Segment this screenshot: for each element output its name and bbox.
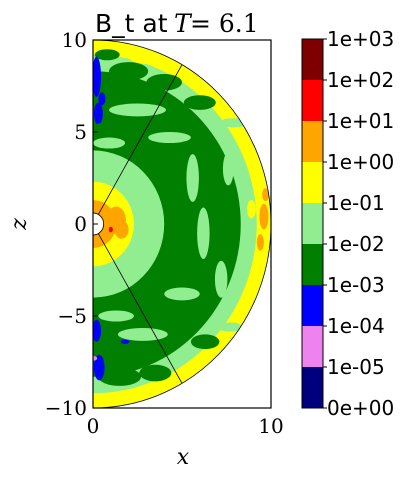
region-patch-35 <box>93 102 103 125</box>
region-patch-41 <box>93 122 115 134</box>
region-patch-39 <box>98 92 106 106</box>
region-patch-33 <box>108 226 113 233</box>
region-patch-27 <box>259 203 269 230</box>
colorbar-segment-5 <box>302 162 323 203</box>
y-tick-label-1: 5 <box>74 120 87 144</box>
region-patch-1 <box>146 74 182 91</box>
x-axis-label: x <box>177 445 190 470</box>
region-patch-18 <box>217 322 243 332</box>
y-ticks: 10 5 0 −5 −10 <box>45 28 98 420</box>
plot-area: 0 10 10 5 0 −5 −10 <box>45 28 284 438</box>
colorbar-label-9: 1e+03 <box>327 27 394 51</box>
region-patch-34 <box>93 56 102 98</box>
chart-title: B_t at T = 6.1 <box>95 9 259 38</box>
region-patch-2 <box>183 95 216 110</box>
domain-outline <box>92 39 272 409</box>
region-patch-10 <box>197 207 210 259</box>
region-patch-42 <box>96 297 118 309</box>
region-patch-19 <box>251 159 263 186</box>
region-patch-16 <box>98 310 134 322</box>
colorbar-segment-7 <box>302 80 323 121</box>
region-patch-15 <box>93 137 126 149</box>
region-patch-22 <box>112 394 145 404</box>
x-tick-label-0: 0 <box>87 414 100 438</box>
colorbar-frame <box>301 38 324 409</box>
region-patch-21 <box>130 52 163 64</box>
colorbar-label-8: 1e+02 <box>327 68 394 92</box>
y-tick-label-2: 0 <box>74 212 87 236</box>
y-tick-label-3: −5 <box>58 304 87 328</box>
region-band-2 <box>93 71 241 377</box>
colorbar-label-1: 1e-05 <box>327 355 385 379</box>
x-ticks: 0 10 <box>87 403 284 438</box>
x-tick-label-1: 10 <box>258 414 283 438</box>
y-tick-label-0: 10 <box>62 28 87 52</box>
region-patch-24 <box>96 396 118 405</box>
colorbar-label-5: 1e-01 <box>327 191 385 215</box>
region-patch-6 <box>94 49 120 61</box>
y-tick-label-4: −10 <box>45 396 87 420</box>
region-patch-0 <box>109 62 149 81</box>
title-text: B_t at <box>95 9 168 38</box>
colorbar-segment-1 <box>302 326 323 367</box>
region-patch-20 <box>249 268 261 298</box>
colorbar-label-0: 0e+00 <box>327 396 394 420</box>
colorbar-label-7: 1e+01 <box>327 109 394 133</box>
region-patch-36 <box>93 319 102 342</box>
region-patch-28 <box>256 234 264 251</box>
wedge-lines <box>97 64 183 384</box>
region-patch-4 <box>139 364 172 382</box>
colorbar-segment-8 <box>302 39 323 80</box>
colorbar-label-4: 1e-02 <box>327 232 385 256</box>
colorbar-label-3: 1e-03 <box>327 273 385 297</box>
region-patch-23 <box>246 200 256 219</box>
colorbar-segment-3 <box>302 244 323 285</box>
colorbar-segment-0 <box>302 367 323 408</box>
wedge-line-1 <box>97 233 183 384</box>
region-patch-7 <box>109 103 166 117</box>
colorbar-segment-2 <box>302 285 323 326</box>
region-patch-14 <box>214 260 228 298</box>
region-patch-37 <box>93 354 105 381</box>
wedge-line-0 <box>97 64 183 215</box>
region-patch-30 <box>254 130 263 142</box>
title-value: = 6.1 <box>190 9 259 38</box>
region-patch-9 <box>186 154 199 202</box>
y-axis-label: z <box>7 218 32 231</box>
region-patch-11 <box>164 287 200 301</box>
region-patch-29 <box>262 188 270 201</box>
colorbar-segment-4 <box>302 203 323 244</box>
region-patch-5 <box>190 334 220 350</box>
heatmap-fill <box>93 40 271 408</box>
title-variable: T <box>174 9 193 38</box>
region-patch-8 <box>148 132 191 144</box>
colorbar-label-2: 1e-04 <box>327 314 385 338</box>
region-patch-13 <box>222 152 234 186</box>
region-patch-3 <box>98 367 142 386</box>
region-patch-38 <box>120 339 130 344</box>
region-patch-12 <box>117 327 168 341</box>
colorbar: 0e+00 1e-05 1e-04 1e-03 1e-02 1e-01 1e+00 1e+01… <box>301 27 394 420</box>
region-patch-32 <box>114 220 129 239</box>
colorbar-segment-6 <box>302 121 323 162</box>
colorbar-label-6: 1e+00 <box>327 150 394 174</box>
